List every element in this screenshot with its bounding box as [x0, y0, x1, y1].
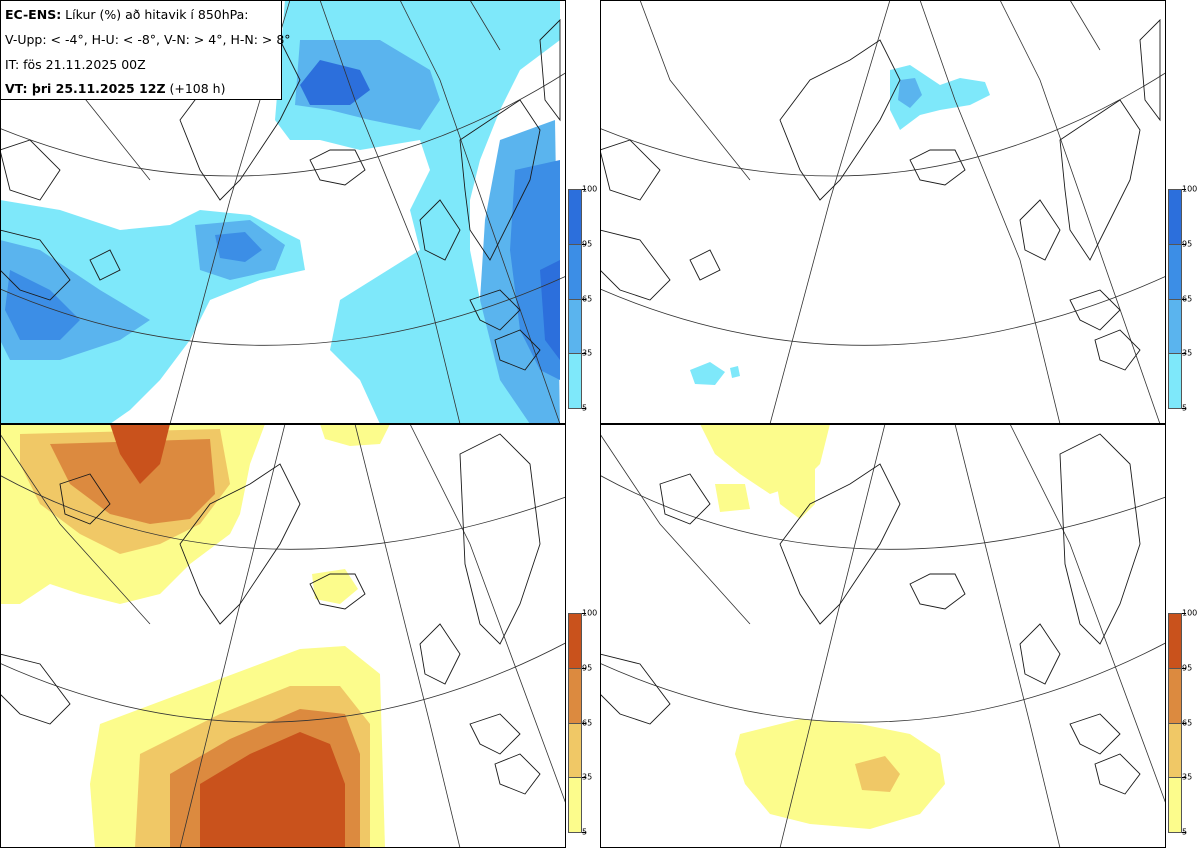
- colorbar-tick: [582, 722, 586, 724]
- info-title: EC-ENS: Líkur (%) að hitavik í 850hPa:: [5, 7, 249, 22]
- coastlines: [0, 433, 541, 795]
- colorbar-tick-label: 100: [1182, 608, 1198, 618]
- colorbar-tick-label: 100: [582, 184, 598, 194]
- map-panel-warm-4: [0, 424, 566, 848]
- colorbar-warm-bottom-left: 100 95 65 35 5: [568, 609, 597, 837]
- graticule: [0, 424, 566, 848]
- graticule: [600, 0, 1166, 424]
- model-label: EC-ENS:: [5, 7, 62, 22]
- coastlines: [600, 433, 1141, 795]
- colorbar-segment: [1168, 613, 1182, 669]
- info-thresholds: V-Upp: < -4°, H-U: < -8°, V-N: > 4°, H-N…: [5, 32, 291, 47]
- colorbar-tick-label: 95: [1182, 663, 1193, 673]
- colorbar-segment: [1168, 777, 1182, 833]
- colorbar-cold-top-left: 100 95 65 35 5: [568, 185, 597, 413]
- colorbar-tick: [1182, 613, 1186, 614]
- probability-field-warm-8: [700, 424, 945, 829]
- colorbar-tick-label: 5: [1182, 403, 1188, 413]
- probability-map-svg: [600, 0, 1166, 424]
- colorbar-cold-top-right: 100 95 65 35 5: [1168, 185, 1197, 413]
- colorbar-tick: [582, 832, 586, 833]
- valid-label: VT: þri 25.11.2025 12Z: [5, 81, 166, 96]
- graticule: [600, 424, 1166, 848]
- colorbar-tick-label: 95: [582, 239, 593, 249]
- colorbar-tick-label: 5: [1182, 827, 1188, 837]
- map-panel-cold-8: [600, 0, 1166, 424]
- colorbar-segment: [1168, 353, 1182, 409]
- colorbar-segment: [568, 243, 582, 300]
- colorbar-tick-label: 65: [1182, 294, 1193, 303]
- colorbar-tick-label: 35: [582, 348, 593, 358]
- colorbar-segment: [1168, 243, 1182, 300]
- colorbar-tick: [1182, 189, 1186, 190]
- colorbar-tick: [1182, 667, 1186, 669]
- colorbar-tick: [582, 243, 586, 245]
- colorbar-tick: [582, 777, 586, 779]
- colorbar-tick-label: 65: [1182, 718, 1193, 727]
- colorbar-tick-label: 100: [1182, 184, 1198, 194]
- info-valid-time: VT: þri 25.11.2025 12Z (+108 h): [5, 81, 225, 96]
- colorbar-segment: [1168, 189, 1182, 245]
- colorbar-tick: [1182, 353, 1186, 355]
- colorbar-segment: [568, 189, 582, 245]
- colorbar-tick: [582, 189, 586, 190]
- valid-offset: (+108 h): [165, 81, 226, 96]
- colorbar-tick-label: 95: [582, 663, 593, 673]
- probability-map-svg: [0, 424, 566, 848]
- probability-field-cold-8: [690, 65, 990, 385]
- colorbar-tick: [1182, 408, 1186, 409]
- colorbar-segment: [568, 722, 582, 779]
- colorbar-tick-label: 35: [582, 772, 593, 782]
- map-panel-warm-8: [600, 424, 1166, 848]
- colorbar-segment: [568, 613, 582, 669]
- colorbar-tick-label: 5: [582, 827, 588, 837]
- colorbar-segment: [568, 777, 582, 833]
- colorbar-segment: [1168, 667, 1182, 724]
- colorbar-tick: [582, 408, 586, 409]
- colorbar-segment: [1168, 298, 1182, 355]
- colorbar-segment: [568, 298, 582, 355]
- colorbar-tick: [582, 298, 586, 300]
- probability-field-cold-4: [0, 0, 560, 424]
- colorbar-segment: [1168, 722, 1182, 779]
- colorbar-tick: [1182, 298, 1186, 300]
- colorbar-tick-label: 95: [1182, 239, 1193, 249]
- graticule: [0, 0, 566, 424]
- colorbar-tick: [582, 613, 586, 614]
- colorbar-tick: [1182, 777, 1186, 779]
- colorbar-segment: [568, 353, 582, 409]
- colorbar-tick: [1182, 243, 1186, 245]
- colorbar-tick-label: 65: [582, 294, 593, 303]
- colorbar-tick-label: 5: [582, 403, 588, 413]
- colorbar-tick-label: 35: [1182, 772, 1193, 782]
- probability-map-svg: [600, 424, 1166, 848]
- map-panel-cold-4: [0, 0, 566, 424]
- info-init-time: IT: fös 21.11.2025 00Z: [5, 57, 146, 72]
- colorbar-tick-label: 100: [582, 608, 598, 618]
- coastlines: [600, 18, 1161, 371]
- probability-map-svg: [0, 0, 566, 424]
- colorbar-tick-label: 35: [1182, 348, 1193, 358]
- colorbar-tick: [582, 353, 586, 355]
- colorbar-warm-bottom-right: 100 95 65 35 5: [1168, 609, 1197, 837]
- colorbar-tick: [1182, 832, 1186, 833]
- colorbar-segment: [568, 667, 582, 724]
- colorbar-tick: [1182, 722, 1186, 724]
- colorbar-tick-label: 65: [582, 718, 593, 727]
- title-text: Líkur (%) að hitavik í 850hPa:: [61, 7, 249, 22]
- colorbar-tick: [582, 667, 586, 669]
- forecast-info-box: EC-ENS: Líkur (%) að hitavik í 850hPa: V…: [0, 0, 291, 100]
- probability-field-warm-4: [0, 424, 390, 848]
